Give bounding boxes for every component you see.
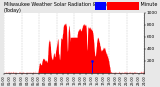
Text: Milwaukee Weather Solar Radiation & Day Average per Minute (Today): Milwaukee Weather Solar Radiation & Day … — [4, 2, 157, 13]
